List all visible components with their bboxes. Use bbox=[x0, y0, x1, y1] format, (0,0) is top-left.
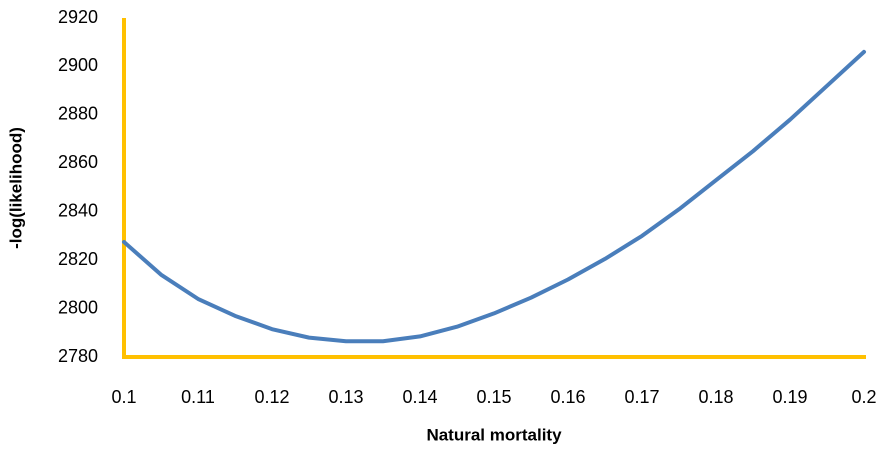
x-tick-label: 0.19 bbox=[772, 387, 807, 407]
x-tick-label: 0.12 bbox=[254, 387, 289, 407]
x-tick-label: 0.15 bbox=[476, 387, 511, 407]
x-tick-label: 0.16 bbox=[550, 387, 585, 407]
y-tick-label: 2820 bbox=[58, 249, 98, 269]
x-tick-label: 0.1 bbox=[111, 387, 136, 407]
x-axis-title: Natural mortality bbox=[426, 425, 562, 444]
y-tick-label: 2900 bbox=[58, 55, 98, 75]
y-tick-label: 2920 bbox=[58, 7, 98, 27]
y-tick-label: 2840 bbox=[58, 200, 98, 220]
y-tick-label: 2800 bbox=[58, 297, 98, 317]
x-tick-label: 0.17 bbox=[624, 387, 659, 407]
y-tick-label: 2880 bbox=[58, 104, 98, 124]
x-tick-label: 0.11 bbox=[181, 387, 215, 407]
x-tick-label: 0.2 bbox=[851, 387, 876, 407]
y-tick-label: 2860 bbox=[58, 152, 98, 172]
line-series bbox=[122, 49, 866, 344]
x-tick-label: 0.13 bbox=[328, 387, 363, 407]
y-axis-title: -log(likelihood) bbox=[6, 127, 25, 249]
x-tick-label: 0.18 bbox=[698, 387, 733, 407]
y-tick-label: 2780 bbox=[58, 346, 98, 366]
x-tick-label: 0.14 bbox=[402, 387, 437, 407]
